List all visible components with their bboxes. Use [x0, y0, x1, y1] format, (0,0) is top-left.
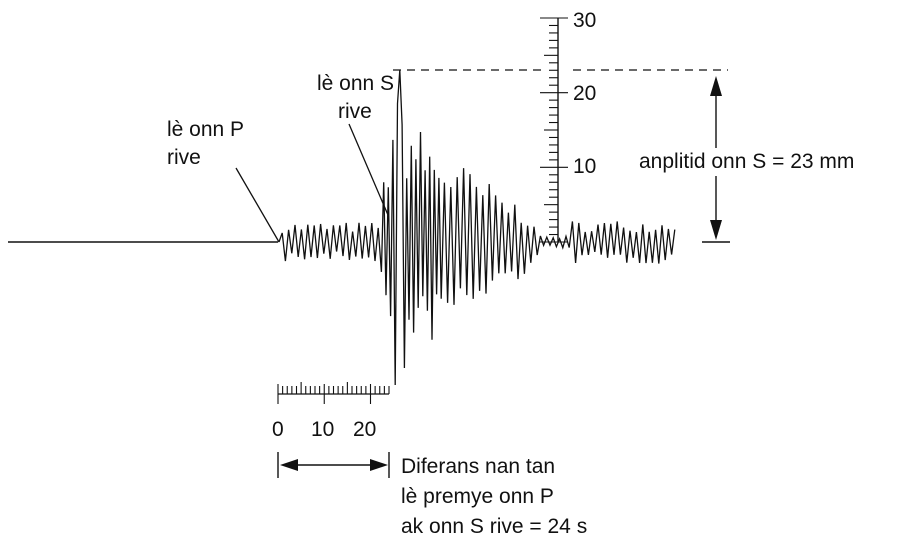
time-difference-arrow — [277, 452, 390, 478]
p-wave-leader-line — [235, 167, 280, 243]
amplitude-tick-20: 20 — [573, 82, 596, 105]
time-ruler — [277, 382, 390, 404]
amplitude-tick-30: 30 — [573, 9, 596, 32]
amplitude-ruler — [540, 17, 568, 243]
time-tick-0: 0 — [272, 418, 284, 441]
time-difference-line2: lè premye onn P — [401, 485, 554, 508]
time-tick-20: 20 — [353, 418, 376, 441]
amplitude-tick-10: 10 — [573, 155, 596, 178]
s-wave-label-line2: rive — [338, 100, 372, 123]
time-difference-line1: Diferans nan tan — [401, 455, 555, 478]
seismic-trace — [278, 69, 676, 386]
s-wave-leader-line — [348, 123, 389, 216]
time-difference-line3: ak onn S rive = 24 s — [401, 515, 587, 538]
amplitude-arrow — [702, 76, 730, 243]
time-tick-10: 10 — [311, 418, 334, 441]
s-wave-label-line1: lè onn S — [317, 72, 394, 95]
p-wave-label-line1: lè onn P — [167, 118, 244, 141]
amplitude-label: anplitid onn S = 23 mm — [639, 150, 854, 173]
p-wave-label-line2: rive — [167, 146, 201, 169]
